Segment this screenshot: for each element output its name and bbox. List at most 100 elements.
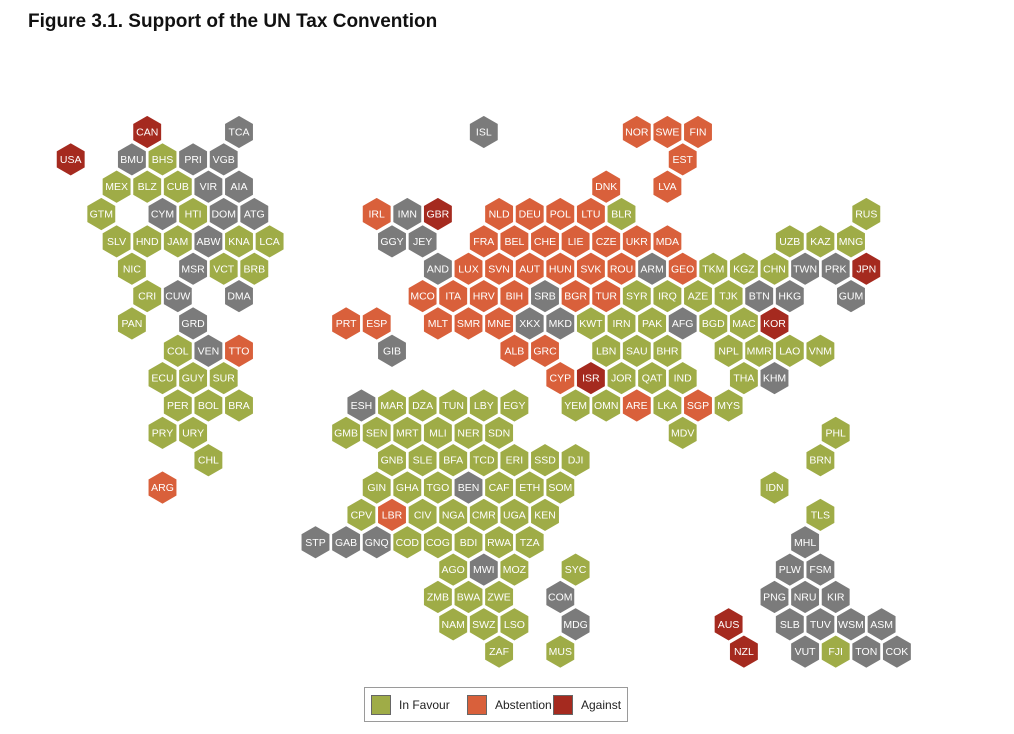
hex-label-tto: TTO [229, 345, 250, 357]
hex-tile-nzl [728, 634, 760, 670]
hex-tile-aia [223, 169, 255, 205]
hex-label-grd: GRD [181, 318, 205, 330]
hex-kgz: KGZ [728, 251, 760, 287]
hex-label-phl: PHL [825, 427, 846, 439]
hex-label-smr: SMR [457, 318, 481, 330]
hex-qat: QAT [636, 360, 668, 396]
hex-tile-tcd [468, 442, 499, 478]
hex-tile-cmr [468, 497, 499, 533]
hex-tile-guy [177, 360, 209, 396]
hex-vgb: VGB [208, 141, 239, 177]
hex-tile-sgp [682, 388, 714, 423]
hex-uzb: UZB [774, 223, 805, 259]
hex-tile-hkg [774, 278, 805, 314]
hex-tile-uga [499, 497, 530, 533]
hex-tile-bih [499, 278, 530, 314]
hex-tile-prt [330, 305, 362, 341]
hex-mkd: MKD [545, 305, 576, 341]
hex-bgr: BGR [560, 278, 591, 314]
hex-tile-mlt [422, 305, 454, 341]
hex-mar: MAR [376, 388, 408, 423]
hex-label-mlt: MLT [428, 318, 449, 330]
hex-label-tgo: TGO [427, 482, 450, 494]
hex-guy: GUY [177, 360, 209, 396]
hex-tile-hnd [132, 223, 163, 259]
hex-tile-kwt [575, 305, 607, 341]
hex-grc: GRC [529, 333, 561, 369]
hex-sdn: SDN [483, 415, 515, 451]
hex-tcd: TCD [468, 442, 499, 478]
hex-tile-dom [208, 196, 239, 232]
hex-tile-bel [499, 223, 530, 259]
hex-mac: MAC [728, 305, 760, 341]
hex-label-tuv: TUV [810, 619, 831, 631]
hex-gin: GIN [361, 470, 392, 506]
hex-tile-msr [177, 251, 209, 287]
hex-slb: SLB [774, 606, 805, 642]
hex-ukr: UKR [621, 223, 652, 259]
hex-tile-npl [713, 333, 744, 369]
hex-tile-pan [116, 305, 148, 341]
hex-tile-and [422, 251, 454, 287]
hex-label-arg: ARG [151, 482, 174, 494]
hex-eth: ETH [514, 470, 545, 506]
hex-tile-com [545, 579, 576, 615]
hex-label-gib: GIB [383, 345, 401, 357]
hex-tile-nor [621, 114, 652, 150]
hex-tile-arm [636, 251, 668, 287]
hex-ita: ITA [438, 278, 469, 314]
hex-label-brn: BRN [809, 455, 831, 467]
hex-label-lva: LVA [658, 181, 676, 193]
hex-xkx: XKX [514, 305, 545, 341]
hex-ken: KEN [529, 497, 561, 533]
hex-label-jam: JAM [167, 236, 188, 248]
hex-gum: GUM [835, 278, 867, 314]
legend-swatch-in-favour [371, 694, 391, 715]
legend-item-in-favour: In Favour [371, 688, 450, 721]
hex-tile-mrt [392, 415, 423, 451]
hex-hnd: HND [132, 223, 163, 259]
hex-idn: IDN [759, 470, 790, 506]
hex-label-hrv: HRV [473, 291, 495, 303]
hex-tile-civ [407, 497, 438, 533]
hex-tile-blr [606, 196, 637, 232]
hex-label-are: ARE [626, 400, 648, 412]
hex-tile-ury [177, 415, 209, 451]
hex-label-pri: PRI [184, 154, 202, 166]
hex-label-bgd: BGD [702, 318, 725, 330]
hex-tile-dza [407, 388, 438, 423]
hex-label-mco: MCO [410, 291, 435, 303]
hex-zwe: ZWE [483, 579, 515, 615]
hex-label-lso: LSO [504, 619, 525, 631]
hex-ben: BEN [453, 470, 484, 506]
hex-label-ben: BEN [458, 482, 480, 494]
hex-tile-tgo [422, 470, 454, 506]
hex-label-idn: IDN [765, 482, 783, 494]
hex-label-ggy: GGY [380, 236, 403, 248]
hex-label-sgp: SGP [687, 400, 709, 412]
hex-abw: ABW [193, 223, 224, 259]
hex-tile-gmb [330, 415, 362, 451]
hex-dji: DJI [560, 442, 591, 478]
hex-tile-ton [851, 634, 882, 670]
hex-tile-alb [499, 333, 530, 369]
hex-tile-cym [147, 196, 178, 232]
hex-tile-tls [805, 497, 836, 533]
hex-label-guy: GUY [182, 373, 205, 385]
hex-fji: FJI [820, 634, 851, 670]
hex-tile-fji [820, 634, 851, 670]
hex-label-ltu: LTU [581, 209, 600, 221]
hex-label-chn: CHN [763, 263, 786, 275]
hex-lux: LUX [453, 251, 484, 287]
hex-label-pol: POL [550, 209, 571, 221]
hex-label-tur: TUR [595, 291, 617, 303]
hex-label-cod: COD [396, 537, 420, 549]
hex-label-asm: ASM [870, 619, 893, 631]
hex-irl: IRL [361, 196, 392, 232]
hex-tile-tun [438, 388, 469, 423]
hex-label-cri: CRI [138, 291, 156, 303]
hex-label-aia: AIA [231, 181, 248, 193]
hex-tile-mco [407, 278, 438, 314]
hex-sgp: SGP [682, 388, 714, 423]
hex-tile-chl [193, 442, 224, 478]
